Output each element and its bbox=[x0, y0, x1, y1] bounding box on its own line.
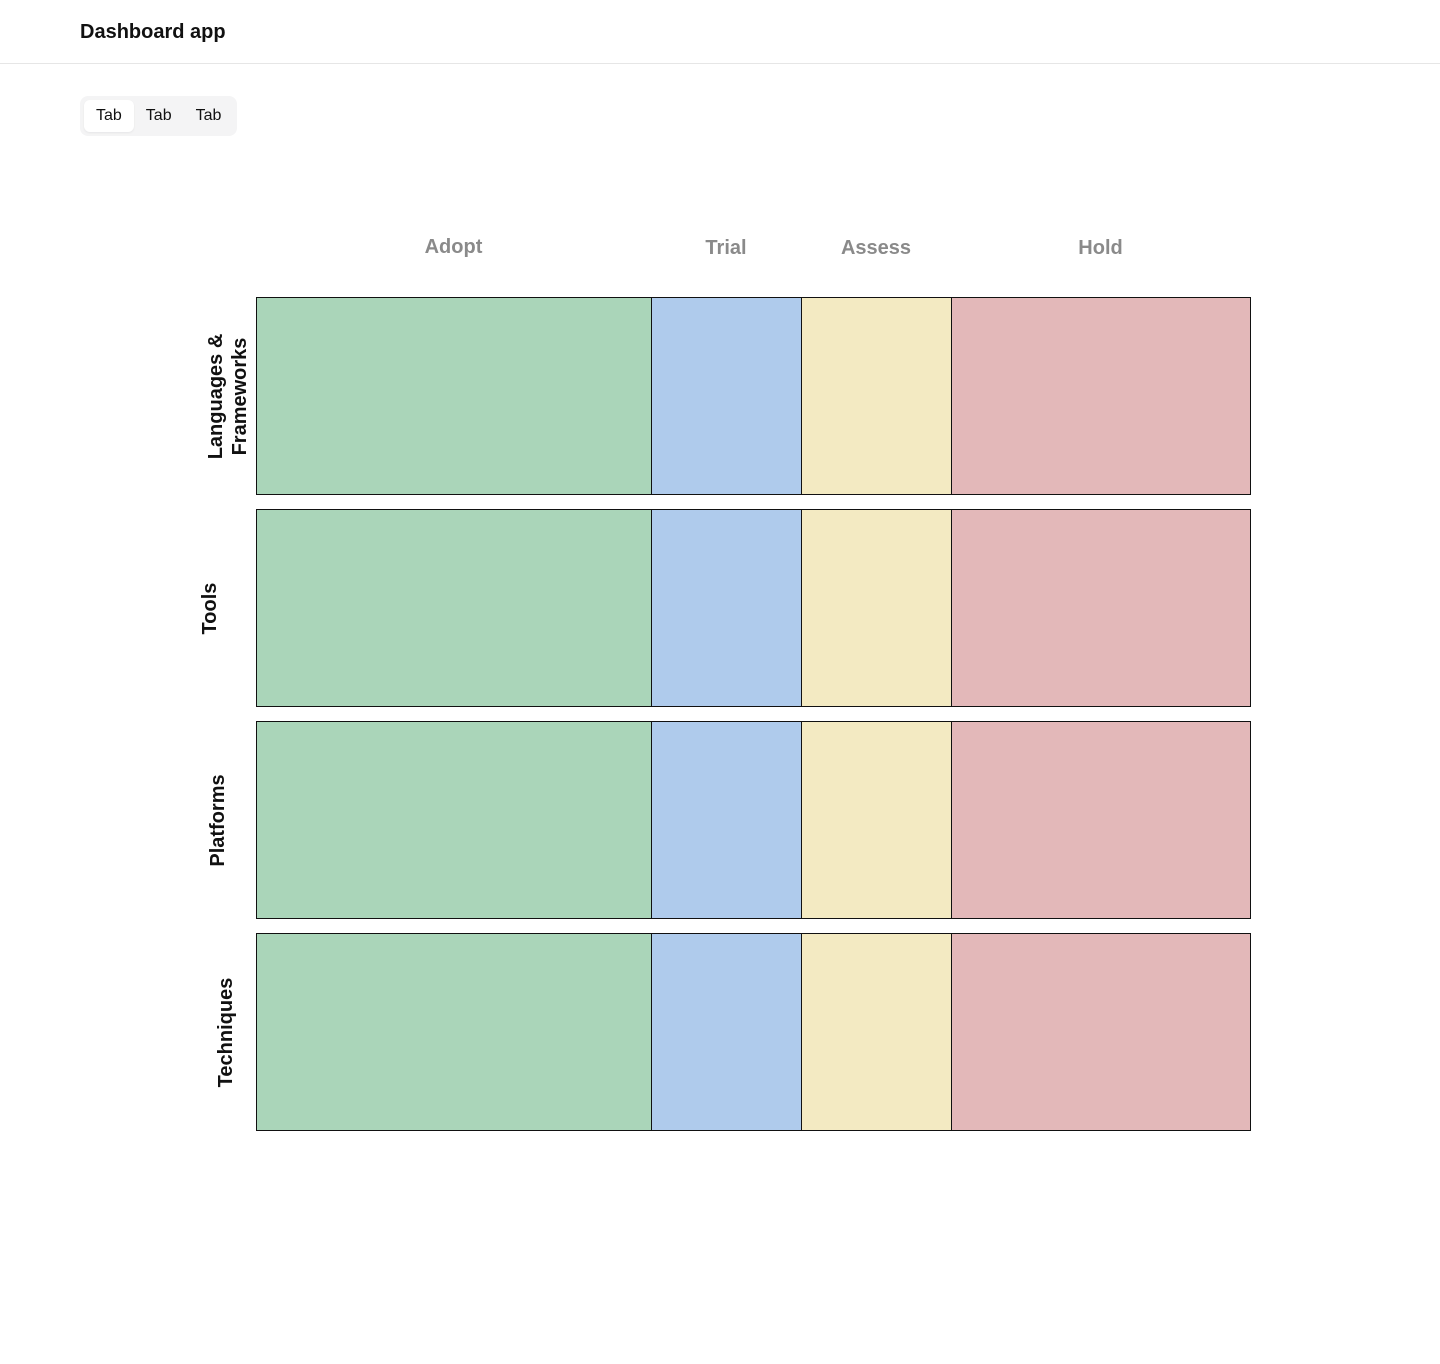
ring-header-hold: Hold bbox=[1078, 237, 1123, 259]
cell-languages-adopt[interactable] bbox=[256, 297, 652, 495]
cell-platforms-hold[interactable] bbox=[951, 721, 1251, 919]
ring-header-trial: Trial bbox=[705, 237, 747, 259]
quadrant-label-tools: Tools bbox=[199, 582, 221, 635]
cell-techniques-assess[interactable] bbox=[801, 933, 952, 1131]
cell-tools-trial[interactable] bbox=[651, 509, 802, 707]
cell-tools-hold[interactable] bbox=[951, 509, 1251, 707]
ring-header-assess: Assess bbox=[840, 237, 912, 259]
cell-techniques-hold[interactable] bbox=[951, 933, 1251, 1131]
top-bar: Dashboard app bbox=[0, 0, 1440, 64]
tab-list: Tab Tab Tab bbox=[80, 96, 238, 136]
cell-languages-hold[interactable] bbox=[951, 297, 1251, 495]
cell-tools-adopt[interactable] bbox=[256, 509, 652, 707]
quadrant-label-languages-frameworks: Languages & Frameworks bbox=[205, 333, 251, 460]
ring-header-adopt: Adopt bbox=[424, 236, 483, 258]
tab-2[interactable]: Tab bbox=[145, 107, 172, 124]
cell-techniques-trial[interactable] bbox=[651, 933, 802, 1131]
cell-tools-assess[interactable] bbox=[801, 509, 952, 707]
cell-languages-trial[interactable] bbox=[651, 297, 802, 495]
cell-platforms-trial[interactable] bbox=[651, 721, 802, 919]
tab-1[interactable]: Tab bbox=[84, 100, 134, 132]
cell-platforms-assess[interactable] bbox=[801, 721, 952, 919]
cell-techniques-adopt[interactable] bbox=[256, 933, 652, 1131]
quadrant-label-platforms: Platforms bbox=[207, 774, 229, 867]
quadrant-label-techniques: Techniques bbox=[215, 977, 237, 1088]
cell-languages-assess[interactable] bbox=[801, 297, 952, 495]
app-title: Dashboard app bbox=[80, 21, 226, 43]
cell-platforms-adopt[interactable] bbox=[256, 721, 652, 919]
tab-3[interactable]: Tab bbox=[195, 107, 222, 124]
